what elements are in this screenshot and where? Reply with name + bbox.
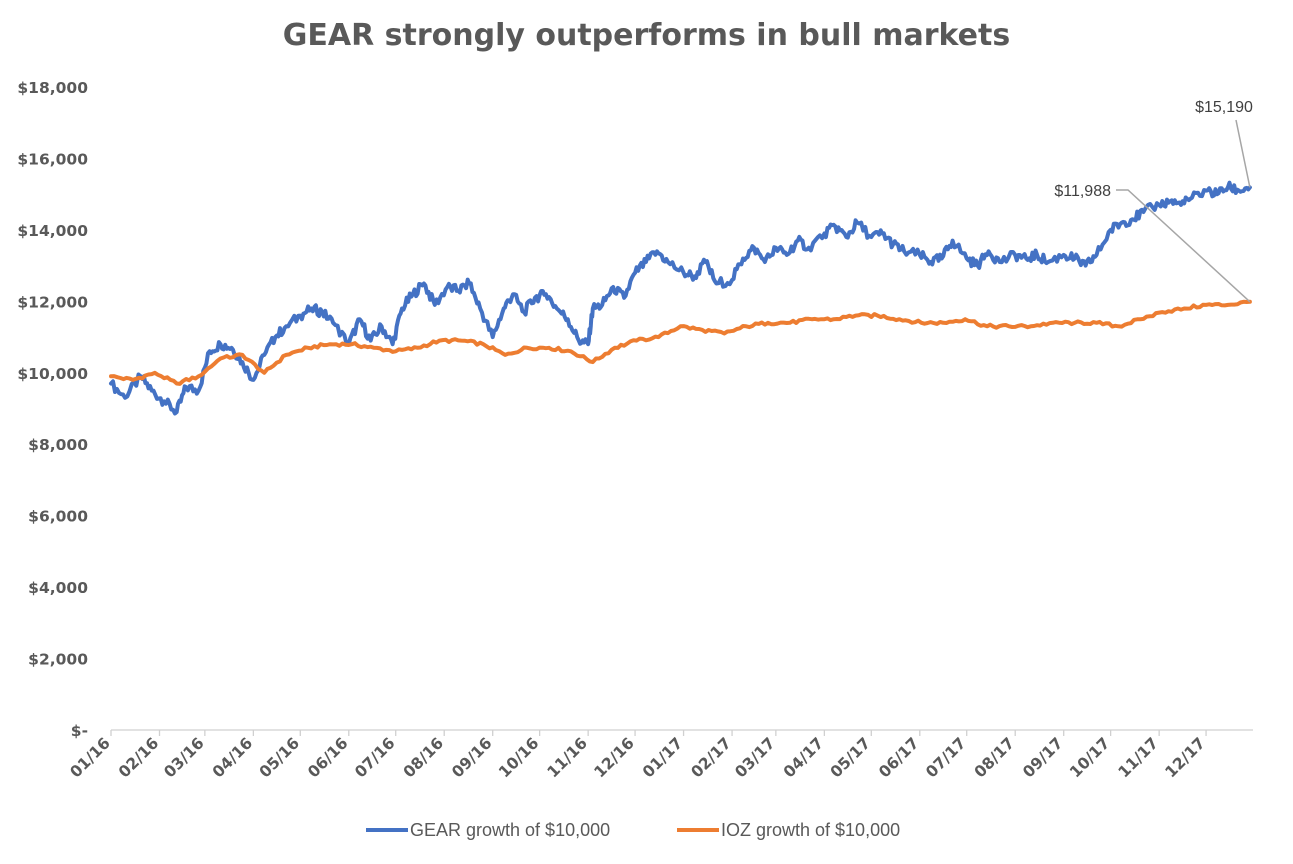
chart-title: GEAR strongly outperforms in bull market… [282,18,1011,53]
annotation-leader-line [1116,189,1251,303]
series-line [109,180,1252,416]
x-tick-label: 06/16 [304,734,351,781]
y-axis-labels: $- $2,000 $4,000 $6,000 $8,000 $10,000 $12,000… [17,79,88,740]
x-tick-label: 01/16 [67,734,114,781]
y-tick-label: $4,000 [28,579,88,597]
series-layer [109,180,1252,416]
x-tick-label: 06/17 [875,734,922,781]
y-tick-label: $14,000 [17,222,88,240]
annotation-leader-line [1235,119,1251,188]
legend-label: GEAR growth of $10,000 [410,820,610,840]
legend: GEAR growth of $10,000 IOZ growth of $10,… [366,820,900,840]
series-line [109,299,1252,386]
annotation-layer: $15,190 $11,988 [1054,99,1253,303]
x-tick-label: 08/17 [971,734,1018,781]
x-tick-label: 11/16 [544,734,591,781]
x-tick-label: 02/17 [688,734,735,781]
x-tick-label: 05/16 [256,734,303,781]
y-tick-label: $18,000 [17,79,88,97]
y-tick-label: $8,000 [28,436,88,454]
y-tick-label: $- [71,722,88,740]
x-tick-label: 02/16 [115,734,162,781]
x-tick-label: 11/17 [1115,734,1162,781]
x-tick-label: 10/16 [495,734,542,781]
x-tick-label: 04/17 [780,734,827,781]
x-tick-label: 09/16 [448,734,495,781]
annotation-label: $11,988 [1054,183,1111,200]
y-tick-label: $2,000 [28,651,88,669]
annotation-label: $15,190 [1195,99,1253,116]
x-tick-label: 05/17 [827,734,874,781]
x-tick-label: 03/17 [731,734,778,781]
y-tick-label: $12,000 [17,293,88,311]
y-tick-label: $10,000 [17,365,88,383]
x-tick-label: 12/16 [591,734,638,781]
x-tick-label: 10/17 [1066,734,1113,781]
x-tick-label: 04/16 [209,734,256,781]
x-tick-label: 07/17 [922,734,969,781]
x-tick-label: 07/16 [351,734,398,781]
x-tick-label: 09/17 [1019,734,1066,781]
y-tick-label: $16,000 [17,150,88,168]
x-tick-label: 12/17 [1162,734,1209,781]
x-tick-label: 01/17 [639,734,686,781]
y-tick-label: $6,000 [28,508,88,526]
legend-label: IOZ growth of $10,000 [721,820,900,840]
x-tick-label: 03/16 [160,734,207,781]
x-tick-label: 08/16 [400,734,447,781]
